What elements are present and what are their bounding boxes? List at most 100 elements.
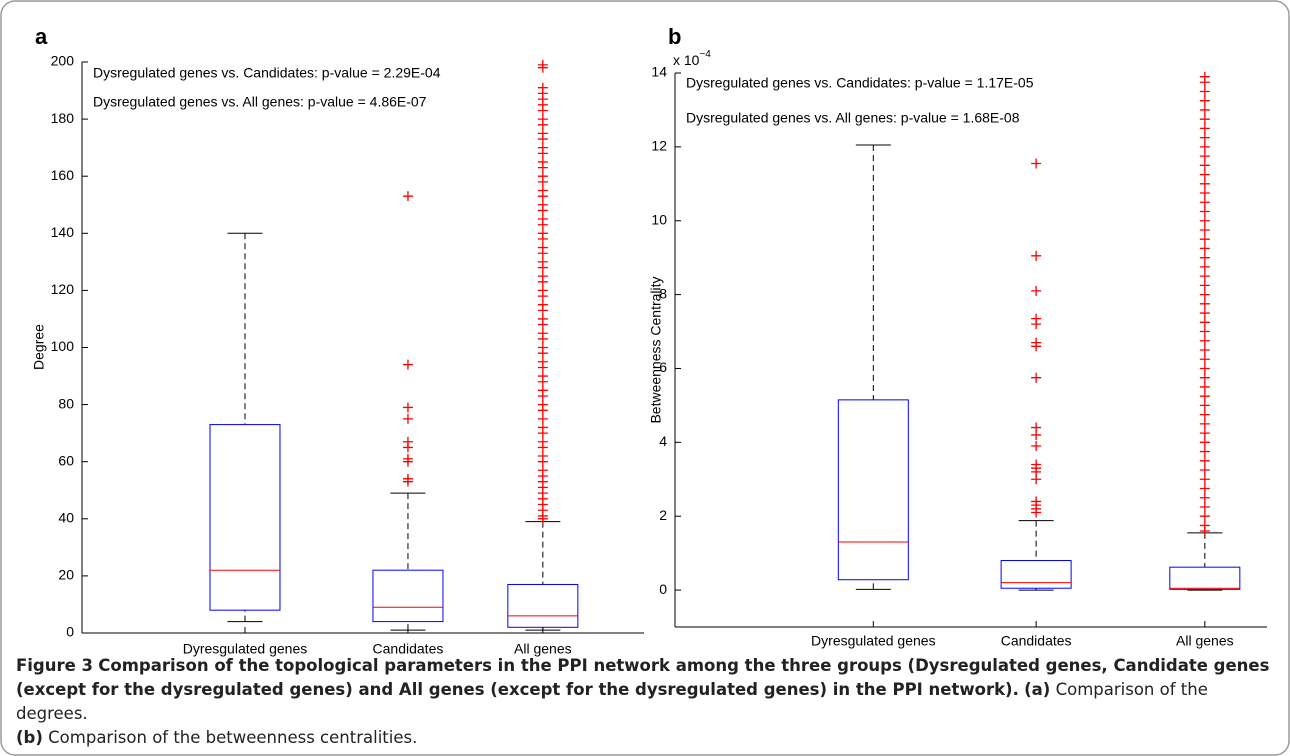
outlier (1199, 372, 1210, 383)
outlier (537, 299, 548, 310)
outlier (402, 359, 413, 370)
y-tick-label: 8 (659, 285, 667, 301)
outlier (1199, 437, 1210, 448)
outlier (1199, 317, 1210, 328)
outlier (537, 285, 548, 296)
annotation: Dysregulated genes vs. Candidates: p-val… (686, 75, 1034, 91)
annotation: Dysregulated genes vs. All genes: p-valu… (93, 94, 427, 110)
outlier (402, 436, 413, 447)
y-tick-label: 4 (659, 433, 667, 449)
outlier (1199, 345, 1210, 355)
caption: Figure 3 Comparison of the topological p… (16, 654, 1274, 750)
y-tick-label: 120 (51, 281, 75, 297)
outlier (1031, 250, 1042, 261)
outlier (1199, 178, 1210, 189)
panel-label: a (35, 24, 48, 49)
outlier (537, 142, 548, 153)
outlier (1199, 289, 1210, 300)
outlier (1199, 86, 1210, 97)
outlier (1031, 422, 1042, 433)
outlier (537, 399, 548, 410)
y-tick-label: 140 (51, 224, 75, 240)
outlier (1199, 520, 1210, 531)
outlier (1199, 446, 1210, 457)
y-tick-label: 40 (58, 510, 74, 526)
x-tick-label: Candidates (373, 641, 444, 657)
y-tick-label: 160 (51, 167, 75, 183)
x-tick-label: All genes (1176, 633, 1234, 649)
outlier (1031, 337, 1042, 348)
outlier (537, 371, 548, 382)
outlier (537, 199, 548, 210)
y-tick-label: 20 (58, 567, 74, 583)
outlier (402, 191, 413, 202)
outlier (1199, 391, 1210, 402)
outlier (537, 59, 548, 70)
y-tick-label: 180 (51, 110, 75, 126)
outlier (1199, 234, 1210, 245)
caption-a-label: (a) (1024, 680, 1051, 699)
box (1000, 560, 1072, 589)
y-tick-label: 80 (58, 395, 74, 411)
y-tick-label: 200 (51, 53, 75, 69)
outlier (537, 450, 548, 461)
y-axis-label: Degree (31, 324, 47, 370)
y-multiplier-exponent: −4 (699, 49, 711, 60)
outlier (537, 228, 548, 239)
outlier (1199, 95, 1210, 106)
outlier (402, 413, 413, 424)
box (1169, 566, 1241, 590)
annotation: Dysregulated genes vs. Candidates: p-val… (93, 65, 441, 81)
outlier (537, 413, 548, 424)
y-tick-label: 0 (66, 624, 74, 640)
outlier (1199, 400, 1210, 411)
outlier (537, 128, 548, 139)
caption-b-label: (b) (16, 728, 43, 747)
outlier (537, 214, 548, 225)
outlier (1199, 224, 1210, 235)
outlier (1199, 261, 1210, 272)
outlier (1199, 71, 1210, 82)
outlier (537, 422, 548, 433)
outlier (1199, 428, 1210, 439)
y-multiplier-base: x 10 (673, 52, 700, 68)
outlier (537, 342, 548, 353)
outlier (1199, 252, 1210, 263)
outlier (1199, 335, 1210, 346)
y-axis-label: Betweenness Centrality (648, 276, 664, 423)
outlier (1199, 160, 1210, 171)
y-tick-label: 100 (51, 338, 75, 354)
outlier (1031, 441, 1042, 452)
outlier (537, 313, 548, 324)
outlier (1199, 114, 1210, 125)
outlier (1199, 169, 1210, 180)
annotation: Dysregulated genes vs. All genes: p-valu… (686, 110, 1020, 126)
outlier (1199, 151, 1210, 162)
outlier (537, 271, 548, 282)
x-tick-label: Dyresgulated genes (183, 641, 308, 657)
panel-label: b (668, 24, 681, 49)
outlier (1199, 455, 1210, 466)
outlier (1199, 280, 1210, 291)
y-tick-label: 6 (659, 359, 667, 375)
y-tick-label: 60 (58, 452, 74, 468)
outlier (537, 436, 548, 447)
outlier (1199, 197, 1210, 208)
outlier (537, 256, 548, 267)
outlier (537, 242, 548, 253)
outlier (1199, 215, 1210, 226)
outlier (537, 385, 548, 396)
outlier (1199, 418, 1210, 429)
outlier (1199, 243, 1210, 254)
outlier (402, 402, 413, 413)
outlier (1199, 511, 1210, 522)
caption-a-text: Comparison of the degrees. (16, 680, 1208, 723)
outlier (1199, 483, 1210, 494)
outlier (537, 328, 548, 339)
outlier (537, 114, 548, 125)
outlier (402, 473, 413, 484)
outlier (1199, 326, 1210, 337)
